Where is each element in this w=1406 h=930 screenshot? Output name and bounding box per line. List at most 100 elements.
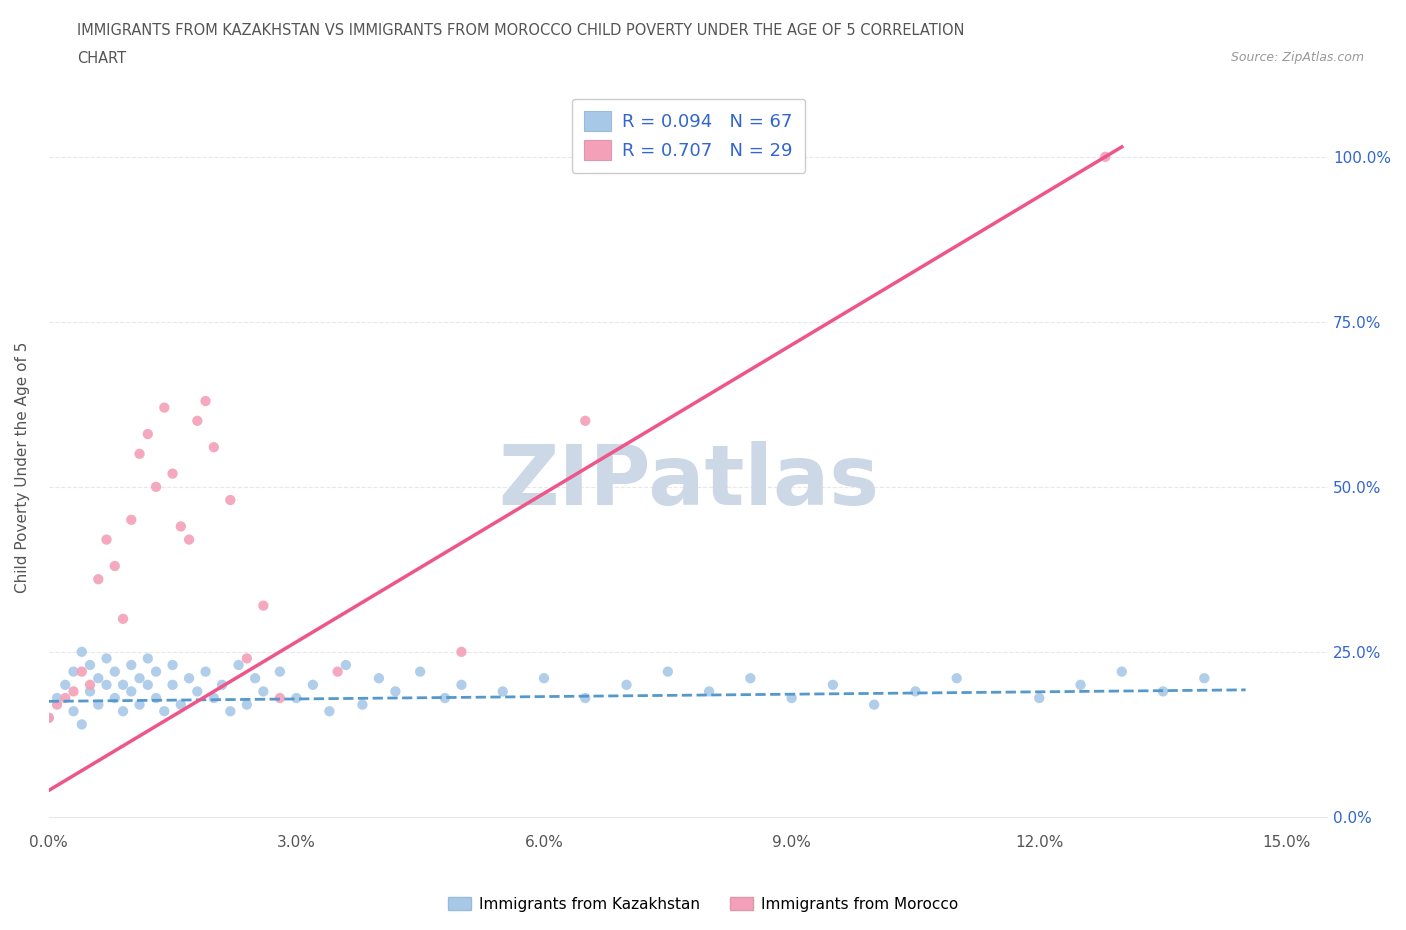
Point xyxy=(136,677,159,692)
Point xyxy=(285,691,308,706)
Point xyxy=(128,671,150,685)
Point xyxy=(269,664,291,679)
Point xyxy=(384,684,406,698)
Point xyxy=(87,698,110,712)
Point xyxy=(1028,691,1050,706)
Text: Source: ZipAtlas.com: Source: ZipAtlas.com xyxy=(1230,51,1364,64)
Point xyxy=(170,698,193,712)
Point xyxy=(236,698,259,712)
Point xyxy=(194,664,217,679)
Point xyxy=(409,664,432,679)
Point xyxy=(96,532,118,547)
Point xyxy=(243,671,266,685)
Point xyxy=(1070,677,1092,692)
Text: ZIPatlas: ZIPatlas xyxy=(498,441,879,522)
Point xyxy=(863,698,886,712)
Point xyxy=(492,684,515,698)
Point xyxy=(1094,150,1116,165)
Point xyxy=(326,664,349,679)
Point xyxy=(87,671,110,685)
Point xyxy=(145,479,167,494)
Point xyxy=(236,651,259,666)
Point xyxy=(740,671,762,685)
Point xyxy=(170,519,193,534)
Point xyxy=(46,691,69,706)
Point xyxy=(162,677,184,692)
Point xyxy=(450,644,472,659)
Point xyxy=(1194,671,1216,685)
Legend: R = 0.094   N = 67, R = 0.707   N = 29: R = 0.094 N = 67, R = 0.707 N = 29 xyxy=(572,99,806,173)
Point xyxy=(112,704,135,719)
Point xyxy=(657,664,679,679)
Point xyxy=(70,717,93,732)
Point xyxy=(87,572,110,587)
Point xyxy=(367,671,389,685)
Point xyxy=(153,704,176,719)
Point xyxy=(104,664,127,679)
Point xyxy=(70,644,93,659)
Point xyxy=(62,664,84,679)
Point xyxy=(79,677,101,692)
Point xyxy=(302,677,325,692)
Point xyxy=(945,671,967,685)
Point xyxy=(202,691,225,706)
Point xyxy=(153,400,176,415)
Point xyxy=(219,704,242,719)
Point xyxy=(62,684,84,698)
Point xyxy=(252,598,274,613)
Point xyxy=(780,691,803,706)
Text: CHART: CHART xyxy=(77,51,127,66)
Point xyxy=(616,677,638,692)
Point xyxy=(177,532,200,547)
Point xyxy=(104,559,127,574)
Point xyxy=(128,446,150,461)
Point xyxy=(162,658,184,672)
Point xyxy=(120,658,142,672)
Point xyxy=(574,691,596,706)
Point xyxy=(450,677,472,692)
Point xyxy=(38,711,60,725)
Point xyxy=(228,658,250,672)
Point xyxy=(574,413,596,428)
Point xyxy=(145,664,167,679)
Y-axis label: Child Poverty Under the Age of 5: Child Poverty Under the Age of 5 xyxy=(15,341,30,592)
Point xyxy=(211,677,233,692)
Point xyxy=(269,691,291,706)
Point xyxy=(53,691,76,706)
Point xyxy=(186,413,208,428)
Point xyxy=(533,671,555,685)
Point xyxy=(96,651,118,666)
Point xyxy=(194,393,217,408)
Point xyxy=(162,466,184,481)
Point xyxy=(70,664,93,679)
Point xyxy=(79,684,101,698)
Point xyxy=(96,677,118,692)
Point xyxy=(112,611,135,626)
Point xyxy=(120,684,142,698)
Point xyxy=(79,658,101,672)
Point xyxy=(318,704,340,719)
Point xyxy=(904,684,927,698)
Text: IMMIGRANTS FROM KAZAKHSTAN VS IMMIGRANTS FROM MOROCCO CHILD POVERTY UNDER THE AG: IMMIGRANTS FROM KAZAKHSTAN VS IMMIGRANTS… xyxy=(77,23,965,38)
Point xyxy=(62,704,84,719)
Point xyxy=(433,691,456,706)
Legend: Immigrants from Kazakhstan, Immigrants from Morocco: Immigrants from Kazakhstan, Immigrants f… xyxy=(441,890,965,918)
Point xyxy=(53,677,76,692)
Point xyxy=(177,671,200,685)
Point xyxy=(112,677,135,692)
Point xyxy=(1152,684,1174,698)
Point xyxy=(252,684,274,698)
Point xyxy=(136,427,159,442)
Point xyxy=(821,677,844,692)
Point xyxy=(219,493,242,508)
Point xyxy=(145,691,167,706)
Point xyxy=(335,658,357,672)
Point xyxy=(136,651,159,666)
Point xyxy=(1111,664,1133,679)
Point xyxy=(120,512,142,527)
Point xyxy=(104,691,127,706)
Point xyxy=(38,711,60,725)
Point xyxy=(186,684,208,698)
Point xyxy=(46,698,69,712)
Point xyxy=(697,684,720,698)
